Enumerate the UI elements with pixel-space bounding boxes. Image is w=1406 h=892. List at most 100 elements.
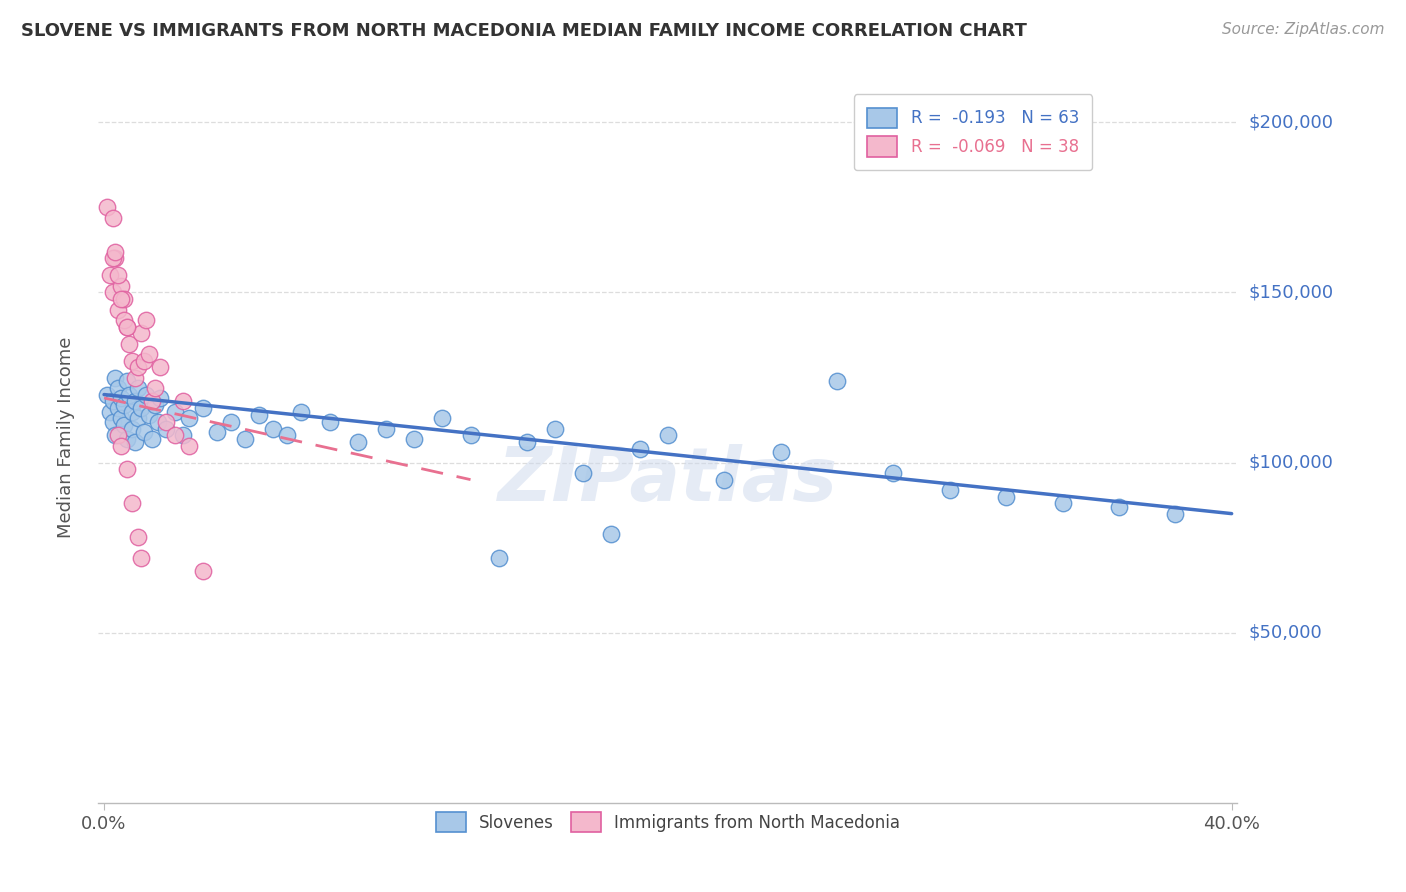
Point xyxy=(110,391,132,405)
Point xyxy=(121,404,143,418)
Point xyxy=(101,252,124,266)
Point xyxy=(98,404,121,418)
Point xyxy=(121,421,143,435)
Point xyxy=(460,428,482,442)
Point xyxy=(115,319,138,334)
Point xyxy=(115,462,138,476)
Point xyxy=(107,401,129,416)
Point xyxy=(138,347,160,361)
Point xyxy=(290,404,312,418)
Text: ZIPatlas: ZIPatlas xyxy=(498,444,838,517)
Text: SLOVENE VS IMMIGRANTS FROM NORTH MACEDONIA MEDIAN FAMILY INCOME CORRELATION CHAR: SLOVENE VS IMMIGRANTS FROM NORTH MACEDON… xyxy=(21,22,1026,40)
Point xyxy=(149,360,172,375)
Point xyxy=(149,391,172,405)
Point xyxy=(101,394,124,409)
Point xyxy=(247,408,270,422)
Point xyxy=(155,421,177,435)
Point xyxy=(129,326,152,341)
Point xyxy=(141,394,163,409)
Point xyxy=(107,381,129,395)
Point xyxy=(488,550,510,565)
Point xyxy=(143,398,166,412)
Point xyxy=(191,565,214,579)
Point xyxy=(107,428,129,442)
Point xyxy=(112,312,135,326)
Point xyxy=(115,319,138,334)
Point xyxy=(276,428,298,442)
Point xyxy=(104,370,127,384)
Point xyxy=(124,394,146,409)
Point xyxy=(138,408,160,422)
Point xyxy=(375,421,398,435)
Point xyxy=(107,268,129,283)
Point xyxy=(104,252,127,266)
Point xyxy=(657,428,679,442)
Point xyxy=(135,312,157,326)
Point xyxy=(112,293,135,307)
Point xyxy=(825,374,848,388)
Point xyxy=(938,483,960,497)
Point xyxy=(143,381,166,395)
Point xyxy=(769,445,792,459)
Point xyxy=(101,285,124,300)
Point xyxy=(177,439,200,453)
Point xyxy=(132,425,155,439)
Point xyxy=(127,360,149,375)
Point xyxy=(110,411,132,425)
Point xyxy=(129,550,152,565)
Point xyxy=(121,353,143,368)
Point xyxy=(101,415,124,429)
Point xyxy=(163,404,186,418)
Point xyxy=(104,428,127,442)
Text: $150,000: $150,000 xyxy=(1249,284,1333,301)
Point xyxy=(107,302,129,317)
Text: $100,000: $100,000 xyxy=(1249,454,1333,472)
Point xyxy=(163,428,186,442)
Point xyxy=(141,432,163,446)
Y-axis label: Median Family Income: Median Family Income xyxy=(56,336,75,538)
Point xyxy=(127,411,149,425)
Point xyxy=(118,387,141,401)
Point xyxy=(882,466,904,480)
Point xyxy=(146,415,169,429)
Text: Source: ZipAtlas.com: Source: ZipAtlas.com xyxy=(1222,22,1385,37)
Point xyxy=(112,398,135,412)
Point xyxy=(172,428,194,442)
Point xyxy=(110,439,132,453)
Point xyxy=(628,442,651,456)
Point xyxy=(124,370,146,384)
Legend: Slovenes, Immigrants from North Macedonia: Slovenes, Immigrants from North Macedoni… xyxy=(422,798,914,846)
Point xyxy=(516,435,538,450)
Point xyxy=(600,527,623,541)
Point xyxy=(127,531,149,545)
Text: $200,000: $200,000 xyxy=(1249,113,1333,131)
Point xyxy=(432,411,454,425)
Point xyxy=(115,374,138,388)
Point xyxy=(572,466,595,480)
Point xyxy=(135,387,157,401)
Point xyxy=(1108,500,1130,514)
Point xyxy=(101,211,124,225)
Point xyxy=(124,435,146,450)
Point xyxy=(318,415,340,429)
Point xyxy=(404,432,426,446)
Point xyxy=(544,421,567,435)
Point xyxy=(127,381,149,395)
Point xyxy=(98,268,121,283)
Point xyxy=(96,201,118,215)
Point xyxy=(115,432,138,446)
Point xyxy=(713,473,735,487)
Point xyxy=(110,293,132,307)
Point xyxy=(129,401,152,416)
Point xyxy=(96,387,118,401)
Point xyxy=(995,490,1018,504)
Point xyxy=(262,421,284,435)
Point xyxy=(104,244,127,259)
Point xyxy=(132,353,155,368)
Point xyxy=(121,496,143,510)
Text: $50,000: $50,000 xyxy=(1249,624,1322,641)
Point xyxy=(346,435,368,450)
Point xyxy=(118,336,141,351)
Point xyxy=(1052,496,1074,510)
Point xyxy=(112,418,135,433)
